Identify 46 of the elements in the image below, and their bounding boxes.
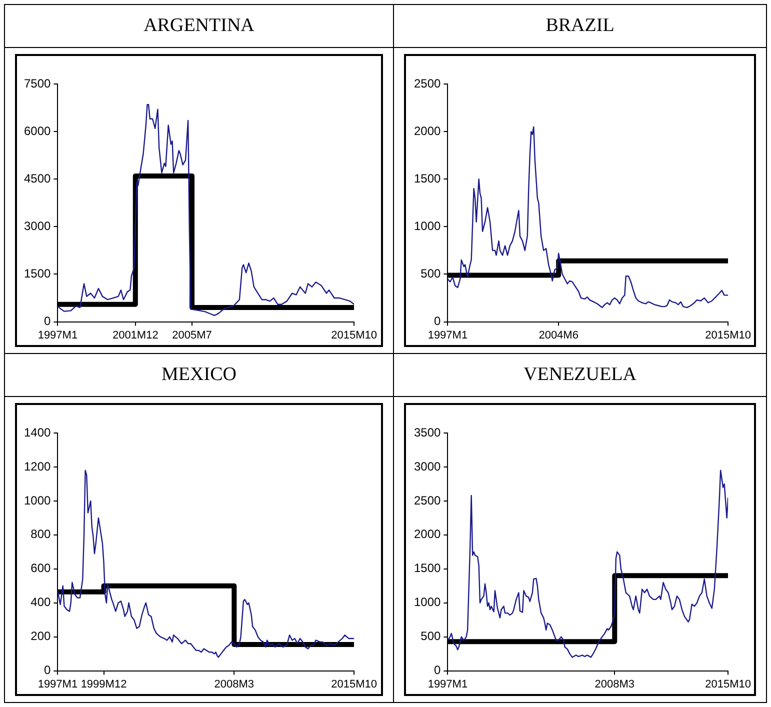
y-tick-label: 0 [44,663,52,678]
y-tick-label: 2000 [414,124,442,138]
x-tick-label: 2005M7 [172,329,212,342]
chart-title: VENEZUELA [394,354,767,397]
y-tick-label: 1500 [414,561,442,576]
x-tick-label: 2015M10 [705,329,752,342]
x-tick-label: 2004M6 [538,329,578,342]
y-tick-label: 2500 [414,493,442,508]
x-tick-label: 2015M10 [705,678,752,690]
chart-title: ARGENTINA [5,5,394,48]
x-tick-label: 2008M3 [594,678,635,690]
y-tick-label: 6000 [24,124,52,138]
y-tick-label: 7500 [24,76,52,90]
y-tick-label: 800 [30,527,52,542]
x-tick-label: 1997M1 [38,678,78,690]
y-tick-label: 1200 [24,459,52,474]
y-tick-label: 200 [30,629,52,644]
x-tick-label: 2015M10 [331,678,378,690]
y-tick-label: 600 [30,561,52,576]
y-tick-label: 0 [44,314,52,328]
y-tick-label: 1000 [414,218,442,233]
y-tick-label: 3000 [414,459,442,474]
x-tick-label: 1999M12 [80,678,127,690]
y-tick-label: 0 [434,663,442,678]
chart-title: MEXICO [5,354,394,397]
y-tick-label: 2000 [414,527,442,542]
y-tick-label: 1500 [24,266,52,281]
y-tick-label: 3000 [24,218,52,233]
y-tick-label: 500 [420,629,442,644]
y-tick-label: 1000 [414,595,442,610]
y-tick-label: 400 [30,595,52,610]
y-tick-label: 0 [434,314,442,328]
y-tick-label: 1400 [24,425,52,440]
y-tick-label: 4500 [24,171,52,186]
y-tick-label: 500 [420,266,442,281]
y-tick-label: 1500 [414,171,442,186]
x-tick-label: 1997M1 [428,678,468,690]
y-tick-label: 1000 [24,493,52,508]
x-tick-label: 2015M10 [331,329,378,342]
x-tick-label: 2008M3 [214,678,254,690]
x-tick-label: 1997M1 [38,329,78,342]
y-tick-label: 3500 [414,425,442,440]
chart-title: BRAZIL [394,5,767,48]
y-tick-label: 2500 [414,76,442,90]
x-tick-label: 1997M1 [428,329,468,342]
x-tick-label: 2001M12 [112,329,158,342]
